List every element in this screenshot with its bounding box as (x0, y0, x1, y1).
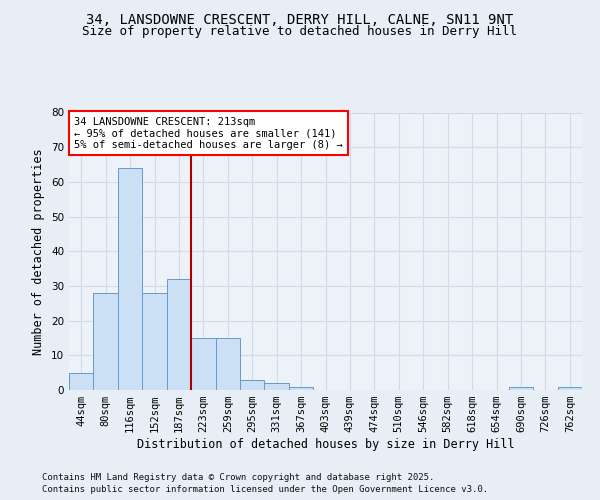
X-axis label: Distribution of detached houses by size in Derry Hill: Distribution of detached houses by size … (137, 438, 514, 451)
Y-axis label: Number of detached properties: Number of detached properties (32, 148, 46, 354)
Text: Contains public sector information licensed under the Open Government Licence v3: Contains public sector information licen… (42, 485, 488, 494)
Text: Contains HM Land Registry data © Crown copyright and database right 2025.: Contains HM Land Registry data © Crown c… (42, 472, 434, 482)
Bar (265, 383, 289, 390)
Bar (118, 168, 142, 390)
Bar (240, 380, 265, 390)
Bar (167, 279, 191, 390)
Bar (509, 386, 533, 390)
Bar (215, 338, 240, 390)
Text: 34, LANSDOWNE CRESCENT, DERRY HILL, CALNE, SN11 9NT: 34, LANSDOWNE CRESCENT, DERRY HILL, CALN… (86, 12, 514, 26)
Text: Size of property relative to detached houses in Derry Hill: Size of property relative to detached ho… (83, 25, 517, 38)
Bar (142, 293, 167, 390)
Bar (191, 338, 215, 390)
Bar (289, 386, 313, 390)
Bar (557, 386, 582, 390)
Bar (94, 293, 118, 390)
Text: 34 LANSDOWNE CRESCENT: 213sqm
← 95% of detached houses are smaller (141)
5% of s: 34 LANSDOWNE CRESCENT: 213sqm ← 95% of d… (74, 116, 343, 150)
Bar (69, 372, 94, 390)
